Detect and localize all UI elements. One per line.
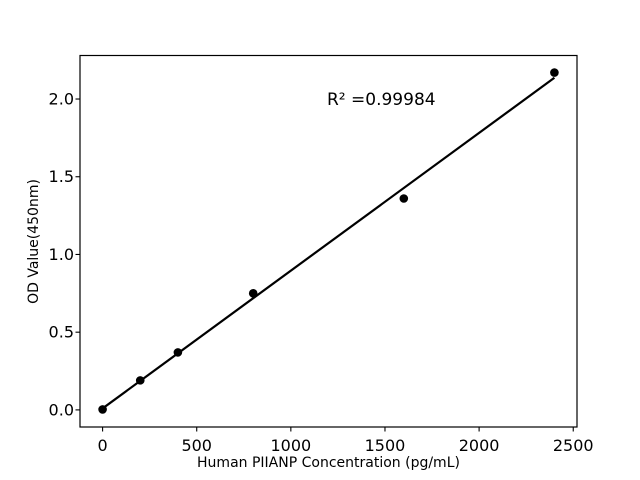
x-tick-label: 0	[97, 436, 107, 455]
x-tick-label: 1500	[365, 436, 406, 455]
data-point	[399, 194, 409, 203]
y-tick-label: 1.0	[49, 245, 74, 264]
x-tick-label: 1000	[270, 436, 311, 455]
data-point	[248, 289, 258, 298]
x-tick-label: 2500	[553, 436, 594, 455]
data-point	[98, 405, 107, 414]
y-axis-label: OD Value(450nm)	[26, 179, 42, 304]
y-tick-label: 2.0	[49, 90, 74, 109]
x-tick-label: 2000	[459, 436, 500, 455]
trend-line	[101, 76, 556, 410]
plot-area: 0 500 1000 1500 2000 2500 0.0 0.5 1.0 1.5 2.0	[49, 54, 594, 455]
data-point	[550, 68, 559, 77]
x-tick-label: 500	[181, 436, 212, 455]
y-tick-label: 0.0	[49, 400, 74, 419]
data-point	[135, 376, 145, 385]
r-squared-annotation: R² =0.99984	[327, 90, 436, 110]
x-axis-label: Human PIIANP Concentration (pg/mL)	[197, 455, 460, 471]
data-point	[173, 348, 183, 357]
plot-border	[79, 54, 578, 428]
y-tick-label: 0.5	[49, 323, 74, 342]
y-tick-label: 1.5	[49, 167, 74, 186]
